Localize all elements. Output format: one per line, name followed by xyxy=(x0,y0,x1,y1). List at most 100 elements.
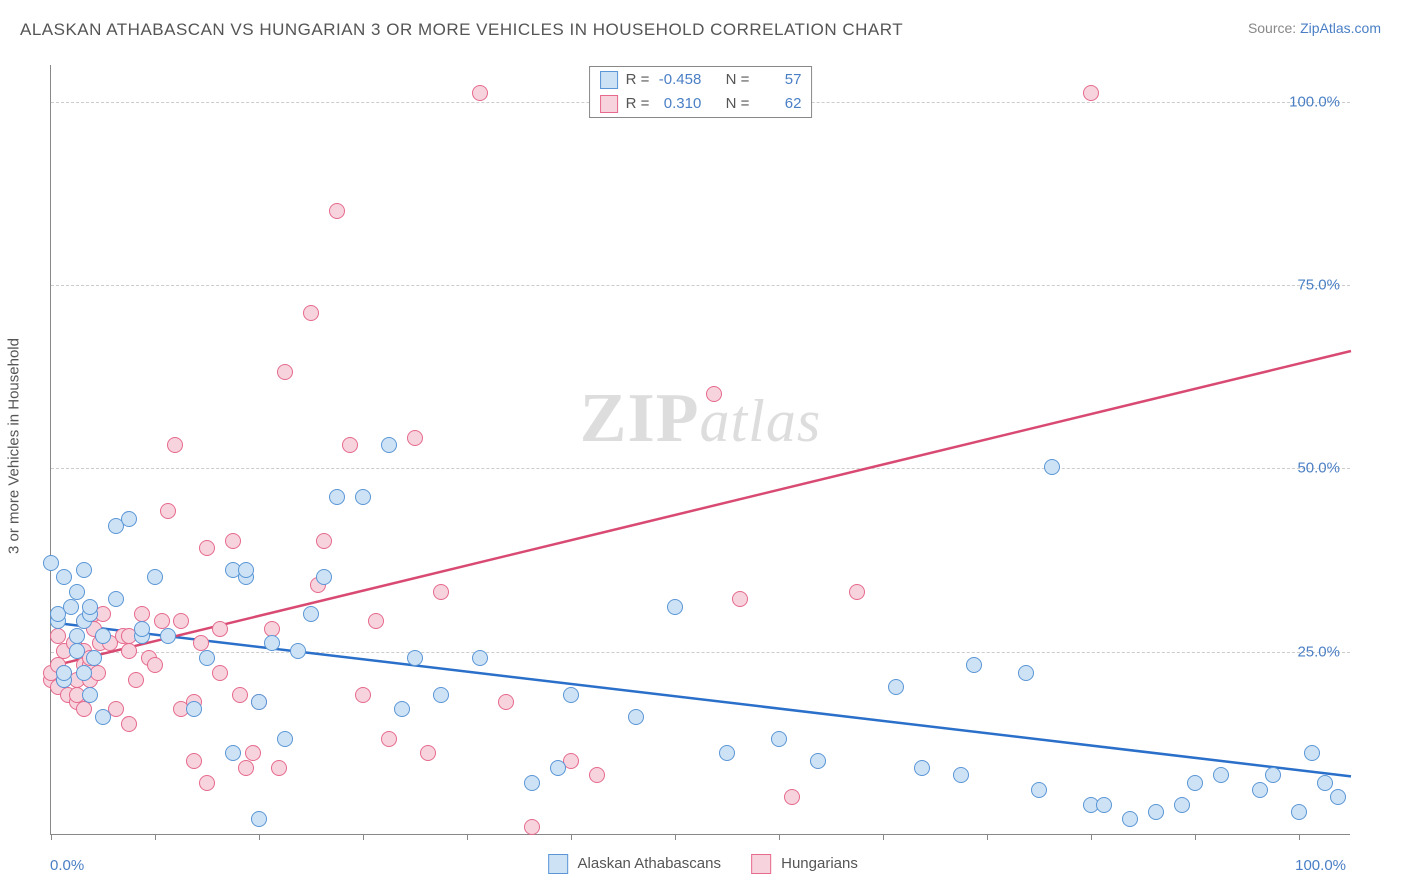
stats-n-label: N = xyxy=(726,92,750,116)
point-athabascans xyxy=(76,562,92,578)
source-link[interactable]: ZipAtlas.com xyxy=(1300,20,1381,36)
point-hungarians xyxy=(186,753,202,769)
point-athabascans xyxy=(1096,797,1112,813)
point-athabascans xyxy=(1330,789,1346,805)
point-athabascans xyxy=(472,650,488,666)
point-athabascans xyxy=(199,650,215,666)
point-athabascans xyxy=(277,731,293,747)
swatch-series-b xyxy=(600,95,618,113)
point-hungarians xyxy=(128,672,144,688)
point-athabascans xyxy=(1031,782,1047,798)
point-hungarians xyxy=(589,767,605,783)
x-tick xyxy=(155,834,156,840)
x-tick xyxy=(987,834,988,840)
point-hungarians xyxy=(212,621,228,637)
point-athabascans xyxy=(628,709,644,725)
point-athabascans xyxy=(225,745,241,761)
point-hungarians xyxy=(472,85,488,101)
stats-row-series-b: R = 0.310 N = 62 xyxy=(590,92,812,116)
point-athabascans xyxy=(667,599,683,615)
point-hungarians xyxy=(784,789,800,805)
point-athabascans xyxy=(1317,775,1333,791)
point-athabascans xyxy=(719,745,735,761)
point-athabascans xyxy=(394,701,410,717)
point-hungarians xyxy=(316,533,332,549)
x-tick xyxy=(467,834,468,840)
x-tick xyxy=(1299,834,1300,840)
swatch-series-a xyxy=(600,71,618,89)
point-athabascans xyxy=(56,569,72,585)
point-athabascans xyxy=(95,709,111,725)
point-athabascans xyxy=(147,569,163,585)
point-athabascans xyxy=(524,775,540,791)
stats-r-label: R = xyxy=(626,68,650,92)
x-tick xyxy=(363,834,364,840)
bottom-legend: Alaskan Athabascans Hungarians xyxy=(548,854,858,874)
point-athabascans xyxy=(953,767,969,783)
point-hungarians xyxy=(167,437,183,453)
point-hungarians xyxy=(121,643,137,659)
point-athabascans xyxy=(1265,767,1281,783)
x-tick xyxy=(883,834,884,840)
stats-row-series-a: R = -0.458 N = 57 xyxy=(590,68,812,92)
point-athabascans xyxy=(251,694,267,710)
point-hungarians xyxy=(232,687,248,703)
chart-title: ALASKAN ATHABASCAN VS HUNGARIAN 3 OR MOR… xyxy=(20,20,903,40)
point-athabascans xyxy=(433,687,449,703)
point-athabascans xyxy=(1174,797,1190,813)
point-athabascans xyxy=(121,511,137,527)
point-athabascans xyxy=(82,599,98,615)
point-hungarians xyxy=(420,745,436,761)
point-athabascans xyxy=(1187,775,1203,791)
y-axis-label: 3 or more Vehicles in Household xyxy=(6,338,23,554)
point-athabascans xyxy=(69,628,85,644)
x-tick xyxy=(1091,834,1092,840)
x-tick xyxy=(1195,834,1196,840)
point-hungarians xyxy=(271,760,287,776)
swatch-a-icon xyxy=(548,854,568,874)
point-athabascans xyxy=(63,599,79,615)
point-hungarians xyxy=(264,621,280,637)
point-athabascans xyxy=(810,753,826,769)
point-hungarians xyxy=(407,430,423,446)
point-athabascans xyxy=(1018,665,1034,681)
point-hungarians xyxy=(199,540,215,556)
point-hungarians xyxy=(199,775,215,791)
point-athabascans xyxy=(186,701,202,717)
stats-r-label: R = xyxy=(626,92,650,116)
point-hungarians xyxy=(368,613,384,629)
point-hungarians xyxy=(433,584,449,600)
point-hungarians xyxy=(303,305,319,321)
point-athabascans xyxy=(108,591,124,607)
stats-n-label: N = xyxy=(726,68,750,92)
point-hungarians xyxy=(277,364,293,380)
stats-n-value-b: 62 xyxy=(757,92,801,116)
stats-r-value-a: -0.458 xyxy=(657,68,701,92)
point-athabascans xyxy=(1148,804,1164,820)
point-athabascans xyxy=(771,731,787,747)
point-athabascans xyxy=(95,628,111,644)
point-hungarians xyxy=(381,731,397,747)
point-hungarians xyxy=(329,203,345,219)
point-hungarians xyxy=(524,819,540,835)
x-tick xyxy=(51,834,52,840)
point-athabascans xyxy=(1044,459,1060,475)
point-hungarians xyxy=(849,584,865,600)
point-athabascans xyxy=(238,562,254,578)
point-athabascans xyxy=(1252,782,1268,798)
point-athabascans xyxy=(381,437,397,453)
point-hungarians xyxy=(193,635,209,651)
point-athabascans xyxy=(914,760,930,776)
point-athabascans xyxy=(251,811,267,827)
x-axis-max-label: 100.0% xyxy=(1295,857,1346,874)
point-athabascans xyxy=(82,687,98,703)
point-athabascans xyxy=(316,569,332,585)
legend-item-a: Alaskan Athabascans xyxy=(548,854,721,874)
point-athabascans xyxy=(134,621,150,637)
point-athabascans xyxy=(86,650,102,666)
point-hungarians xyxy=(76,701,92,717)
legend-label-a: Alaskan Athabascans xyxy=(578,855,721,872)
point-hungarians xyxy=(160,503,176,519)
point-athabascans xyxy=(69,643,85,659)
point-hungarians xyxy=(90,665,106,681)
